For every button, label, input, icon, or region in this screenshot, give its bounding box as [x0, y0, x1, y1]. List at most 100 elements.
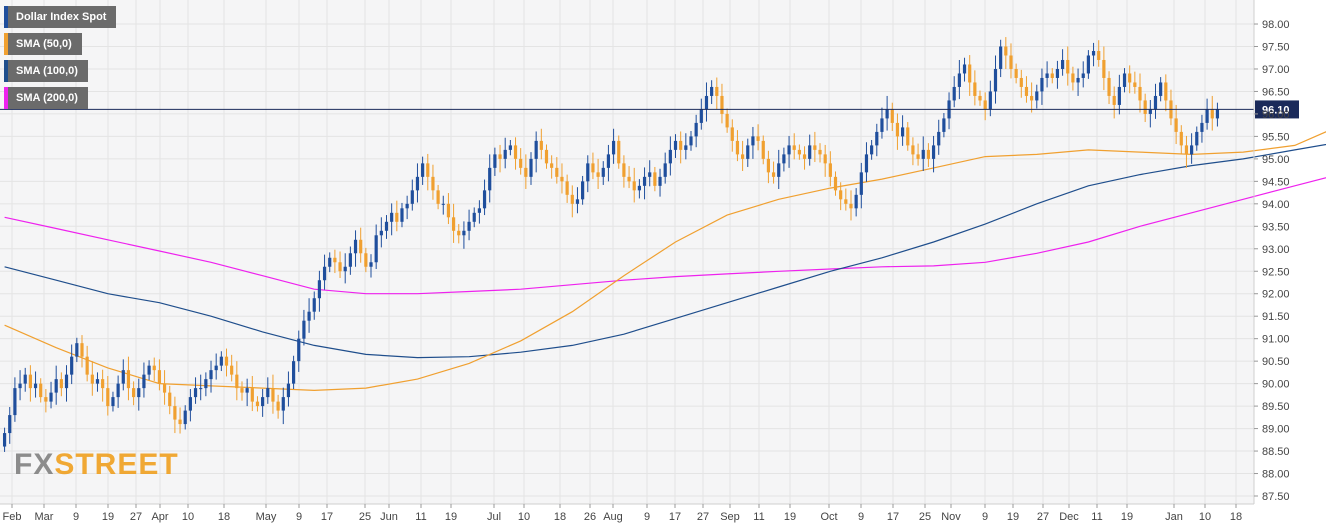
candle	[250, 375, 254, 412]
candle-body	[255, 401, 260, 407]
candle	[44, 389, 48, 413]
candle-body	[596, 172, 600, 177]
candle	[906, 122, 910, 151]
candle-body	[333, 257, 337, 263]
candle-body	[90, 374, 94, 384]
candle	[1019, 69, 1023, 98]
candle-body	[472, 212, 476, 222]
candle	[64, 365, 69, 402]
candle-body	[854, 194, 858, 209]
candle	[606, 144, 611, 182]
candle	[864, 142, 869, 182]
candle-body	[637, 185, 641, 191]
legend-label: SMA (100,0)	[16, 65, 78, 77]
candle-body	[374, 235, 378, 263]
candle-body	[54, 379, 58, 393]
candle	[544, 144, 549, 169]
candle-body	[1148, 109, 1152, 114]
legend-item-sma50[interactable]: SMA (50,0)	[4, 33, 82, 55]
candle-body	[405, 203, 409, 209]
candle-body	[797, 149, 801, 155]
candle-body	[147, 365, 151, 375]
legend-item-sma200[interactable]: SMA (200,0)	[4, 87, 88, 109]
legend-item-sma100[interactable]: SMA (100,0)	[4, 60, 88, 82]
candle-body	[1107, 77, 1111, 96]
candle	[673, 134, 678, 158]
candle-body	[916, 154, 920, 159]
candle	[75, 337, 79, 363]
candle	[1076, 68, 1080, 96]
candle-body	[1112, 95, 1116, 105]
x-tick-label: Jan	[1165, 511, 1183, 523]
candle	[586, 155, 590, 193]
candle	[1030, 82, 1034, 113]
x-tick-label: 18	[1230, 511, 1242, 523]
candle-body	[421, 163, 425, 177]
candle	[813, 131, 817, 163]
candle-body	[1122, 73, 1127, 87]
candle	[353, 230, 358, 267]
candle-body	[317, 280, 322, 299]
y-tick-label: 97.00	[1262, 64, 1290, 76]
candle	[668, 136, 672, 176]
candle-body	[384, 221, 389, 231]
legend-swatch	[4, 33, 8, 55]
candle	[1107, 71, 1111, 105]
x-axis: Feb Mar 9 19 27 Apr 10 18 May 9 17 25 Jun 11 19 Jul 10 18…	[0, 503, 1254, 523]
candle	[611, 128, 616, 164]
candle-body	[328, 257, 332, 267]
candle	[715, 77, 719, 110]
legend-item-dollar-index[interactable]: Dollar Index Spot	[4, 6, 117, 28]
candle	[1091, 42, 1096, 67]
candle	[627, 166, 631, 189]
candle	[498, 144, 502, 173]
y-tick-label: 91.00	[1262, 334, 1290, 346]
candle	[162, 370, 167, 405]
candle-body	[482, 190, 487, 209]
candle	[663, 152, 667, 184]
candle	[993, 55, 998, 104]
candle-body	[668, 149, 672, 164]
candle	[188, 389, 192, 422]
x-tick-label: 9	[644, 511, 650, 523]
candle-body	[988, 91, 992, 110]
candle	[209, 360, 213, 393]
candle	[756, 124, 760, 151]
candle-body	[101, 379, 105, 389]
candle-body	[813, 145, 817, 150]
candle	[952, 76, 956, 108]
candle	[632, 167, 636, 203]
candle-body	[426, 163, 430, 177]
candle	[519, 148, 523, 175]
candle	[132, 381, 136, 406]
candle-body	[157, 370, 162, 384]
x-tick-label: 17	[669, 511, 681, 523]
candle-body	[1159, 82, 1163, 96]
candle	[617, 135, 621, 169]
candle	[13, 377, 17, 422]
candle	[1102, 46, 1106, 91]
candle	[328, 252, 332, 273]
candle-body	[519, 158, 523, 168]
candle-body	[44, 397, 48, 402]
sma200-line	[4, 177, 1326, 295]
candle	[1045, 61, 1049, 88]
candle	[1117, 74, 1121, 115]
candle	[101, 369, 105, 402]
candle-body	[1045, 73, 1049, 78]
candle	[601, 161, 605, 185]
candle-body	[338, 262, 342, 272]
candle-body	[1205, 109, 1209, 123]
candle	[797, 144, 801, 160]
candle-body	[880, 118, 884, 132]
candle	[302, 309, 306, 346]
candle	[204, 372, 208, 397]
candle-body	[250, 388, 254, 402]
candle	[741, 140, 745, 172]
y-tick-label: 95.00	[1262, 154, 1290, 166]
x-tick-label: Jun	[380, 511, 398, 523]
x-tick-label: 9	[858, 511, 864, 523]
candle	[751, 126, 755, 159]
candle-body	[230, 365, 234, 375]
candle	[648, 160, 652, 187]
